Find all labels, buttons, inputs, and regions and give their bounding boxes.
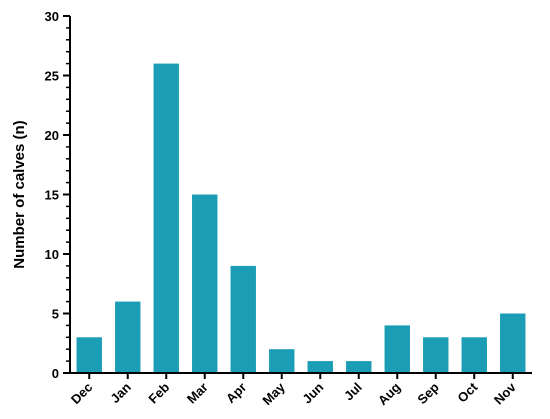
bar-feb	[153, 63, 179, 373]
axes-group: 0 5 10 15 20 25 30 Dec Jan Feb Mar Apr May Jun Jul Aug S…	[45, 9, 532, 408]
x-tick-label-feb: Feb	[145, 379, 172, 406]
y-tick-label: 0	[52, 366, 59, 381]
bar-nov	[500, 313, 526, 373]
bar-may	[269, 349, 295, 373]
x-tick-label-oct: Oct	[454, 379, 480, 405]
y-tick-label: 25	[45, 69, 59, 84]
x-tick-label-dec: Dec	[68, 380, 95, 407]
bar-oct	[461, 337, 487, 373]
y-tick-label: 5	[52, 307, 59, 322]
x-tick-label-may: May	[259, 379, 288, 408]
bar-jul	[346, 361, 372, 373]
y-tick-label: 15	[45, 188, 59, 203]
x-tick-label-sep: Sep	[414, 379, 442, 407]
bars-group	[76, 63, 526, 373]
bar-sep	[423, 337, 449, 373]
y-axis-title: Number of calves (n)	[11, 120, 28, 268]
bar-aug	[384, 325, 410, 373]
x-tick-label-apr: Apr	[223, 380, 249, 406]
y-tick-label: 10	[45, 247, 59, 262]
bar-mar	[192, 194, 218, 373]
x-tick-label-aug: Aug	[375, 379, 404, 408]
x-tick-label-nov: Nov	[491, 379, 520, 408]
x-tick-label-mar: Mar	[184, 380, 211, 407]
bar-apr	[230, 265, 256, 373]
x-tick-label-jun: Jun	[299, 379, 326, 406]
y-tick-label: 30	[45, 9, 59, 24]
bar-dec	[76, 337, 102, 373]
y-tick-label: 20	[45, 128, 59, 143]
x-tick-label-jul: Jul	[341, 380, 365, 404]
bar-jan	[115, 301, 141, 373]
bar-jun	[307, 361, 333, 373]
x-tick-label-jan: Jan	[107, 379, 133, 405]
